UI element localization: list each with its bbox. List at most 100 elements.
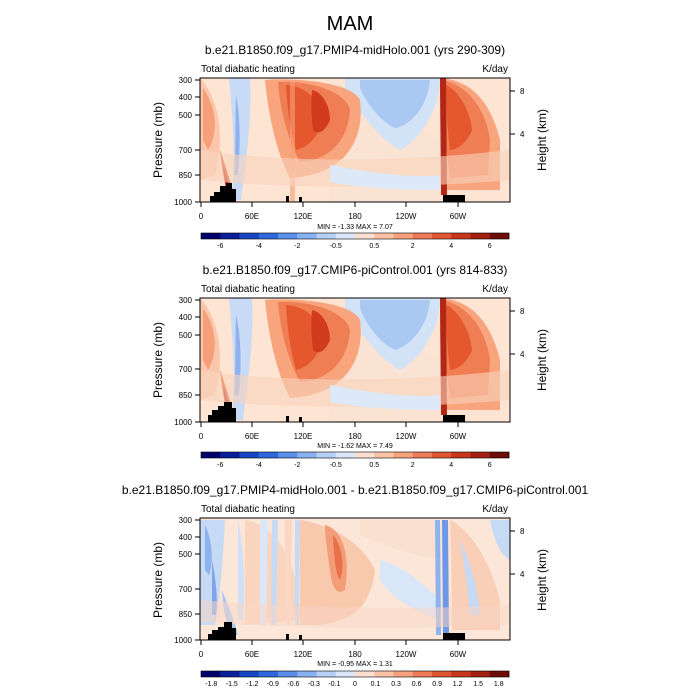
panel-3: b.e21.B1850.f09_g17.PMIP4-midHolo.001 - …	[122, 483, 589, 688]
colorbar-label: -0.1	[328, 681, 340, 688]
colorbar-frame	[200, 232, 510, 240]
colorbar-swatch	[412, 452, 433, 458]
y-tick-label: 1000	[174, 198, 192, 207]
colorbar-label: 6	[488, 243, 492, 250]
colorbar-swatch	[258, 671, 279, 677]
colorbar-swatch	[335, 233, 356, 239]
colorbar-swatch	[201, 671, 221, 677]
x-tick-label: 180	[348, 650, 362, 659]
colorbar-swatch	[374, 233, 394, 239]
colorbar-label: -1.5	[226, 681, 238, 688]
colorbar-swatch	[470, 671, 491, 677]
colorbar-label: -0.5	[330, 243, 342, 250]
height-tick-label: 4	[520, 130, 525, 139]
panel-2: b.e21.B1850.f09_g17.CMIP6-piControl.001 …	[151, 263, 549, 469]
colorbar-label: -1.2	[246, 681, 258, 688]
x-tick-label: 0	[199, 432, 204, 441]
colorbar-label: 6	[488, 462, 492, 469]
units-label: K/day	[482, 64, 508, 75]
y-tick-label: 700	[179, 146, 193, 155]
colorbar-swatch	[201, 452, 221, 458]
colorbar-swatch	[239, 452, 260, 458]
colorbar-swatch	[220, 452, 240, 458]
y-axis-right-label: Height (km)	[535, 109, 549, 171]
y-axis: 300 400 500 700 850 1000	[174, 516, 200, 645]
y-tick-label: 500	[179, 111, 193, 120]
panel-title: b.e21.B1850.f09_g17.CMIP6-piControl.001 …	[203, 263, 508, 277]
variable-label: Total diabatic heating	[201, 284, 295, 295]
x-tick-label: 60W	[450, 650, 467, 659]
colorbar-swatch	[489, 452, 510, 458]
colorbar-label: 0	[353, 681, 357, 688]
topography-mask	[208, 622, 236, 640]
topography-mask	[286, 196, 289, 202]
colorbar-swatch	[258, 452, 279, 458]
min-max-label: MIN = -0.95 MAX = 1.31	[317, 661, 393, 668]
colorbar-swatch	[432, 671, 452, 677]
colorbar-swatch	[239, 671, 260, 677]
colorbar-label: 1.2	[453, 681, 463, 688]
colorbar-swatch	[316, 233, 337, 239]
colorbar-frame	[200, 670, 510, 678]
colorbar-swatch	[278, 452, 298, 458]
colorbar-swatch	[297, 233, 317, 239]
colorbar-label: 0.5	[369, 243, 379, 250]
topography-mask	[299, 197, 302, 202]
colorbar-swatch	[355, 233, 375, 239]
topography-mask	[299, 635, 302, 640]
colorbar-swatch	[335, 452, 356, 458]
colorbar: -6 -4 -2 -0.5 0.5 2 4 6	[200, 451, 510, 469]
x-tick-label: 60E	[245, 432, 259, 441]
colorbar-swatch	[355, 671, 375, 677]
colorbar-swatch	[412, 671, 433, 677]
x-tick-label: 60E	[245, 212, 259, 221]
colorbar-label: -4	[256, 243, 262, 250]
topography-mask	[299, 417, 302, 422]
topography-mask	[443, 633, 465, 640]
colorbar-label: 2	[411, 243, 415, 250]
colorbar-label: 0.3	[391, 681, 401, 688]
colorbar-swatch	[355, 452, 375, 458]
colorbar-swatch	[201, 233, 221, 239]
colorbar-label: -4	[256, 462, 262, 469]
y-axis-right: 8 4	[510, 307, 525, 359]
x-tick-label: 180	[348, 432, 362, 441]
colorbar-label: 4	[449, 462, 453, 469]
colorbar-label: -0.9	[267, 681, 279, 688]
colorbar-swatch	[451, 233, 471, 239]
colorbar-swatch	[220, 233, 240, 239]
x-tick-label: 60E	[245, 650, 259, 659]
colorbar: -1.8 -1.5 -1.2 -0.9 -0.6 -0.3 -0.1 0 0.1 0.3 0.6 0.…	[200, 670, 510, 688]
colorbar-label: -6	[217, 462, 223, 469]
colorbar-swatch	[489, 233, 510, 239]
topography-mask	[210, 183, 236, 202]
colorbar-swatch	[470, 233, 491, 239]
colorbar-swatch	[470, 452, 491, 458]
x-tick-label: 120E	[294, 432, 313, 441]
x-tick-label: 120E	[294, 212, 313, 221]
y-tick-label: 700	[179, 585, 193, 594]
topography-mask	[286, 416, 289, 422]
colorbar-label: -0.3	[308, 681, 320, 688]
y-tick-label: 1000	[174, 636, 192, 645]
y-axis-label: Pressure (mb)	[151, 102, 165, 178]
colorbar-label: -6	[217, 243, 223, 250]
y-axis-right-label: Height (km)	[535, 549, 549, 611]
y-tick-label: 400	[179, 533, 193, 542]
x-tick-label: 120W	[396, 212, 417, 221]
y-tick-label: 500	[179, 331, 193, 340]
height-tick-label: 4	[520, 350, 525, 359]
height-tick-label: 8	[520, 307, 525, 316]
colorbar-label: 1.5	[473, 681, 483, 688]
y-tick-label: 300	[179, 296, 193, 305]
colorbar-swatch	[393, 452, 414, 458]
colorbar-label: 0.1	[371, 681, 381, 688]
colorbar-swatch	[432, 233, 452, 239]
colorbar-swatch	[278, 233, 298, 239]
colorbar-label: 0.9	[432, 681, 442, 688]
x-axis: 0 60E 120E 180 120W 60W	[199, 422, 467, 441]
y-axis-right: 8 4	[510, 527, 525, 579]
heatmap-field	[200, 78, 510, 202]
y-tick-label: 850	[179, 391, 193, 400]
